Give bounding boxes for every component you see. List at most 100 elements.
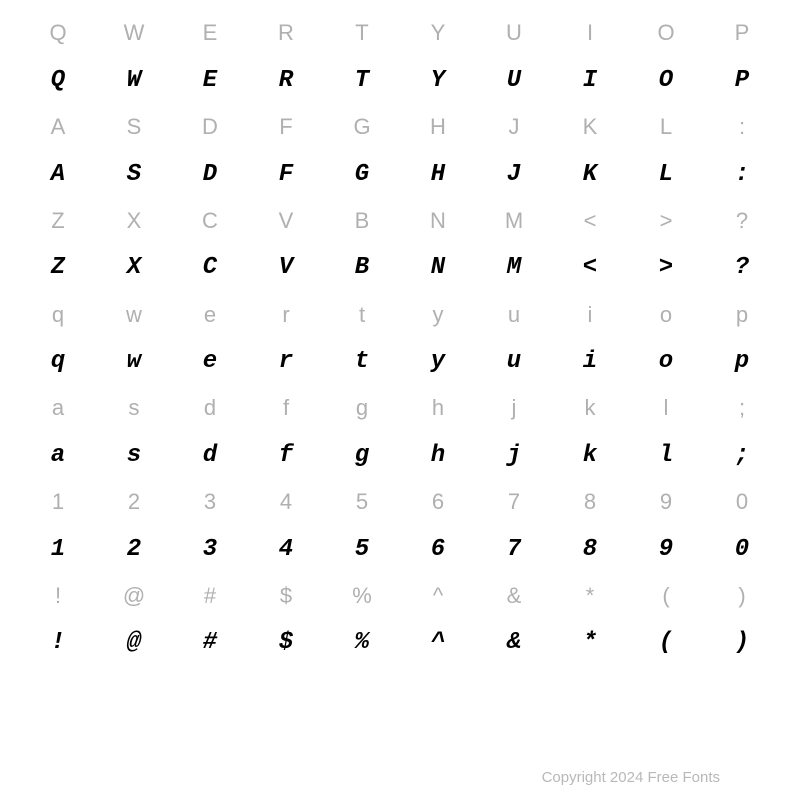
glyph-cell: ^ bbox=[400, 619, 476, 666]
glyph-cell: U bbox=[476, 57, 552, 104]
glyph-cell: Q bbox=[20, 10, 96, 57]
glyph-cell: N bbox=[400, 198, 476, 245]
glyph-cell: l bbox=[628, 385, 704, 432]
glyph-cell: e bbox=[172, 338, 248, 385]
copyright-text: Copyright 2024 Free Fonts bbox=[542, 769, 720, 786]
glyph-cell: S bbox=[96, 104, 172, 151]
glyph-cell: @ bbox=[96, 619, 172, 666]
glyph-cell: 4 bbox=[248, 526, 324, 573]
glyph-cell: f bbox=[248, 385, 324, 432]
glyph-cell: k bbox=[552, 385, 628, 432]
glyph-cell: : bbox=[704, 104, 780, 151]
glyph-cell: Q bbox=[20, 57, 96, 104]
glyph-cell: ^ bbox=[400, 573, 476, 620]
glyph-cell: E bbox=[172, 10, 248, 57]
glyph-cell: w bbox=[96, 291, 172, 338]
glyph-cell: C bbox=[172, 198, 248, 245]
glyph-cell: h bbox=[400, 432, 476, 479]
glyph-cell: A bbox=[20, 151, 96, 198]
glyph-cell: T bbox=[324, 10, 400, 57]
glyph-cell: p bbox=[704, 338, 780, 385]
glyph-cell: j bbox=[476, 432, 552, 479]
glyph-cell: ? bbox=[704, 198, 780, 245]
glyph-cell: a bbox=[20, 432, 96, 479]
glyph-cell: w bbox=[96, 338, 172, 385]
glyph-cell: 9 bbox=[628, 526, 704, 573]
glyph-cell: # bbox=[172, 573, 248, 620]
glyph-cell: D bbox=[172, 151, 248, 198]
glyph-cell: 1 bbox=[20, 526, 96, 573]
glyph-cell: Y bbox=[400, 10, 476, 57]
glyph-cell: y bbox=[400, 291, 476, 338]
glyph-cell: j bbox=[476, 385, 552, 432]
glyph-cell: H bbox=[400, 104, 476, 151]
glyph-cell: % bbox=[324, 619, 400, 666]
glyph-cell: ; bbox=[704, 432, 780, 479]
glyph-cell: 7 bbox=[476, 479, 552, 526]
glyph-cell: 2 bbox=[96, 479, 172, 526]
glyph-cell: 8 bbox=[552, 479, 628, 526]
glyph-cell: N bbox=[400, 244, 476, 291]
glyph-cell: p bbox=[704, 291, 780, 338]
glyph-cell: d bbox=[172, 385, 248, 432]
glyph-cell: a bbox=[20, 385, 96, 432]
glyph-cell: P bbox=[704, 10, 780, 57]
glyph-cell: > bbox=[628, 244, 704, 291]
glyph-cell: S bbox=[96, 151, 172, 198]
glyph-cell: t bbox=[324, 291, 400, 338]
glyph-cell: ) bbox=[704, 619, 780, 666]
glyph-cell: : bbox=[704, 151, 780, 198]
glyph-cell: U bbox=[476, 10, 552, 57]
glyph-cell: o bbox=[628, 338, 704, 385]
glyph-cell: G bbox=[324, 151, 400, 198]
glyph-cell: ( bbox=[628, 619, 704, 666]
glyph-cell: > bbox=[628, 198, 704, 245]
glyph-cell: O bbox=[628, 10, 704, 57]
glyph-cell: i bbox=[552, 291, 628, 338]
glyph-cell: D bbox=[172, 104, 248, 151]
glyph-cell: ! bbox=[20, 619, 96, 666]
glyph-cell: @ bbox=[96, 573, 172, 620]
glyph-cell: r bbox=[248, 291, 324, 338]
glyph-cell: s bbox=[96, 432, 172, 479]
glyph-cell: B bbox=[324, 244, 400, 291]
glyph-cell: 3 bbox=[172, 479, 248, 526]
glyph-cell: $ bbox=[248, 573, 324, 620]
glyph-cell: e bbox=[172, 291, 248, 338]
glyph-cell: * bbox=[552, 573, 628, 620]
glyph-cell: s bbox=[96, 385, 172, 432]
glyph-cell: 3 bbox=[172, 526, 248, 573]
glyph-cell: 0 bbox=[704, 479, 780, 526]
glyph-cell: 6 bbox=[400, 526, 476, 573]
glyph-cell: o bbox=[628, 291, 704, 338]
glyph-cell: I bbox=[552, 57, 628, 104]
glyph-cell: W bbox=[96, 10, 172, 57]
glyph-cell: # bbox=[172, 619, 248, 666]
glyph-cell: 9 bbox=[628, 479, 704, 526]
glyph-grid: QWERTYUIOPQWERTYUIOPASDFGHJKL:ASDFGHJKL:… bbox=[0, 0, 800, 760]
glyph-cell: ! bbox=[20, 573, 96, 620]
glyph-cell: 1 bbox=[20, 479, 96, 526]
glyph-cell: 6 bbox=[400, 479, 476, 526]
glyph-cell: u bbox=[476, 291, 552, 338]
glyph-cell: X bbox=[96, 198, 172, 245]
glyph-cell: P bbox=[704, 57, 780, 104]
glyph-cell: H bbox=[400, 151, 476, 198]
glyph-cell: & bbox=[476, 619, 552, 666]
glyph-cell: d bbox=[172, 432, 248, 479]
glyph-cell: ) bbox=[704, 573, 780, 620]
glyph-cell: h bbox=[400, 385, 476, 432]
glyph-cell: k bbox=[552, 432, 628, 479]
glyph-cell: < bbox=[552, 244, 628, 291]
glyph-cell: O bbox=[628, 57, 704, 104]
glyph-cell: 4 bbox=[248, 479, 324, 526]
glyph-cell: E bbox=[172, 57, 248, 104]
glyph-cell: l bbox=[628, 432, 704, 479]
glyph-cell: Z bbox=[20, 198, 96, 245]
glyph-cell: J bbox=[476, 104, 552, 151]
glyph-cell: R bbox=[248, 10, 324, 57]
glyph-cell: ; bbox=[704, 385, 780, 432]
glyph-cell: * bbox=[552, 619, 628, 666]
glyph-cell: Z bbox=[20, 244, 96, 291]
glyph-cell: W bbox=[96, 57, 172, 104]
